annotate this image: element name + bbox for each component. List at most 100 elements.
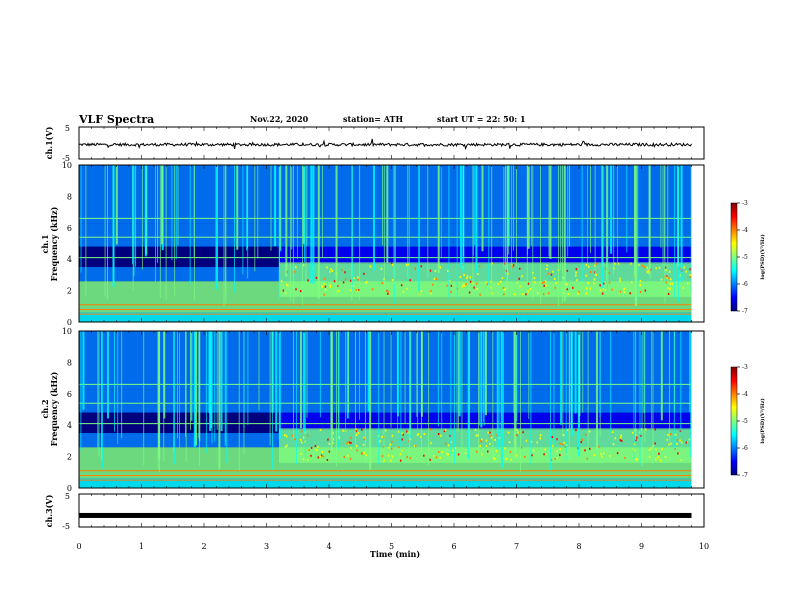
spectrogram-speck (521, 275, 523, 278)
spectrogram-speck (554, 286, 557, 289)
spectrogram-speck (285, 283, 288, 286)
ch1-spectrogram-ylabel-2: Frequency (kHz) (49, 206, 59, 281)
spectrogram-speck (619, 277, 621, 280)
spectrogram-speck (423, 454, 425, 457)
spectrogram-speck (544, 280, 547, 283)
spectrogram-speck (584, 449, 586, 452)
ch2-colorbar (730, 366, 738, 476)
colorbar-tick-label: -4 (742, 391, 748, 398)
spectrogram-speck (504, 447, 506, 450)
spectrogram-speck (514, 293, 516, 296)
spectrogram-speck (391, 434, 394, 437)
spectrogram-speck (686, 441, 688, 444)
spectrogram-speck (562, 443, 564, 446)
spectrogram-speck (407, 263, 410, 266)
spectrogram-speck (575, 268, 578, 271)
spectrogram-speck (602, 282, 605, 285)
spectrogram-speck (446, 270, 449, 273)
spectrogram-speck (294, 438, 296, 441)
spectrogram-speck (688, 438, 691, 441)
spectrogram-speck (619, 290, 622, 293)
spectrogram-speck (640, 434, 642, 437)
spectrogram-speck (332, 438, 335, 441)
spectrogram-speck (326, 266, 328, 269)
spectrogram-speck (685, 441, 688, 444)
spectrogram-speck (664, 456, 667, 459)
ch1-colorbar-label: log(PSD)(V²/Hz) (759, 234, 766, 279)
spectrogram-speck (503, 293, 505, 296)
spectrogram-band (79, 331, 692, 390)
spectrogram-speck (620, 439, 623, 442)
spectrogram-speck (689, 273, 692, 276)
spectrogram-speck (586, 457, 589, 460)
spectrogram-speck (435, 456, 438, 459)
spectrogram-speck (333, 280, 336, 283)
spectrogram-speck (429, 269, 432, 272)
ch2-spectrogram-ylabel-1: ch.2 (40, 399, 50, 418)
spectrogram-speck (539, 281, 541, 284)
spectrogram-speck (532, 449, 535, 452)
spectrogram-speck (623, 291, 625, 294)
ch1-spectrogram-image (79, 165, 704, 322)
spectrogram-speck (547, 272, 550, 275)
spectrogram-speck (390, 262, 393, 265)
spectrogram-speck (322, 455, 325, 458)
spectrogram-speck (347, 454, 349, 457)
time-axis-tick-label: 1 (139, 542, 144, 551)
spectrogram-speck (329, 270, 331, 273)
spectrogram-speck (559, 454, 561, 457)
spectrogram-speck (608, 281, 611, 284)
spectrogram-speck (660, 278, 663, 281)
spectrogram-speck (522, 431, 524, 434)
spectrogram-speck (398, 446, 400, 449)
spectrogram-speck (539, 434, 542, 437)
spectrogram-speck (633, 449, 636, 452)
colorbar-tick-label: -7 (742, 472, 748, 479)
ch2-colorbar-ticks: -3 -4 -5 -6 -7 (737, 364, 748, 479)
spectrogram-speck (667, 277, 670, 280)
spectrogram-speck (683, 266, 685, 269)
ch1-waveform-panel: ch.1(V) 5 -5 (44, 124, 705, 163)
time-axis-tick-label: 3 (264, 542, 269, 551)
spectrogram-speck (348, 441, 351, 444)
spectrogram-speck (466, 275, 469, 278)
spectrogram-speck (547, 292, 550, 295)
spectrogram-speck (402, 290, 405, 293)
spectrogram-speck (356, 445, 358, 448)
spectrogram-speck (593, 278, 596, 281)
spectrogram-speck (317, 456, 320, 459)
spectrogram-speck (681, 441, 683, 444)
spectrogram-speck (503, 288, 505, 291)
ch2-colorbar-label: log(PSD)(V²/Hz) (759, 398, 766, 443)
spectrogram-speck (401, 432, 403, 435)
spectrogram-speck (655, 267, 657, 270)
spectrogram-speck (679, 439, 681, 442)
spectrogram-speck (356, 290, 359, 293)
spectrogram-speck (430, 289, 432, 292)
spectrogram-speck (402, 433, 404, 436)
spectrogram-speck (666, 439, 669, 442)
spectrogram-speck (647, 269, 649, 272)
spectrogram-speck (391, 440, 393, 443)
spectrogram-speck (319, 428, 322, 431)
spectrogram-speck (300, 453, 302, 456)
spectrogram-speck (587, 282, 589, 285)
spectrogram-speck (414, 445, 417, 448)
spectrogram-speck (502, 286, 505, 289)
spectrogram-speck (459, 275, 462, 278)
spectrogram-ytick-label: 4 (67, 421, 72, 430)
spectrogram-speck (566, 288, 569, 291)
ch1-waveform-ylabel: ch.1(V) (44, 126, 54, 159)
spectrogram-speck (611, 431, 614, 434)
spectrogram-ytick-label: 0 (67, 484, 72, 493)
spectrogram-speck (485, 281, 487, 284)
spectrogram-speck (310, 454, 312, 457)
spectrogram-speck (555, 282, 557, 285)
spectrogram-speck (353, 277, 355, 280)
spectrogram-speck (330, 268, 332, 271)
spectrogram-speck (302, 264, 305, 267)
spectrogram-nodata (691, 331, 704, 488)
time-axis-tick-label: 4 (326, 542, 331, 551)
spectrogram-speck (645, 428, 647, 431)
spectrogram-speck (686, 282, 689, 285)
